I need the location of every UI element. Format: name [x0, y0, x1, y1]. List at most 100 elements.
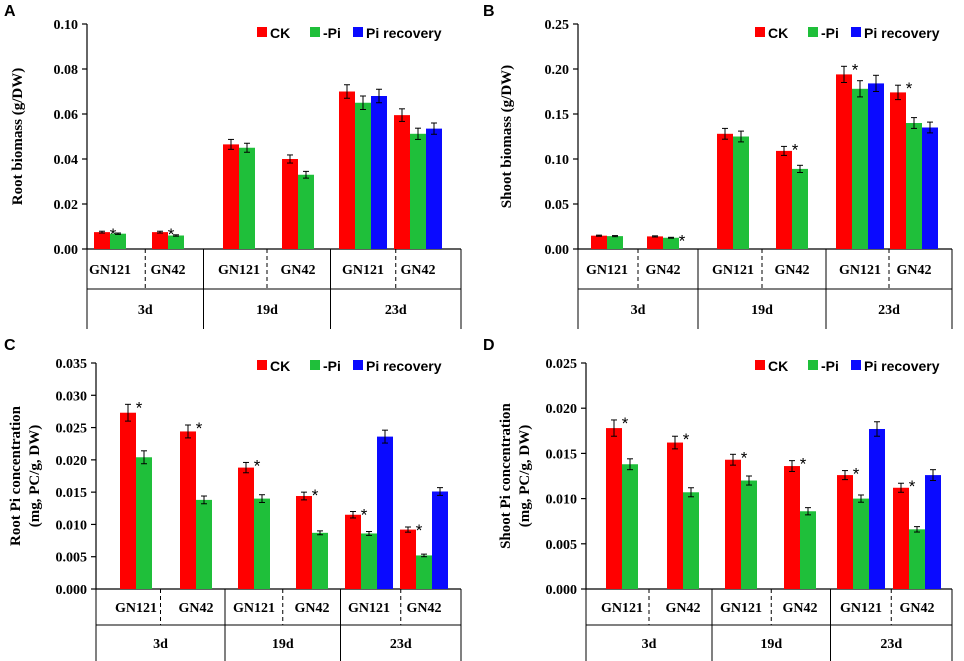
bar-pi	[909, 529, 925, 589]
cultivar-label: GN42	[281, 263, 316, 278]
y-tick-label: 0.000	[546, 583, 578, 598]
bar-pi-recovery	[922, 127, 938, 249]
y-tick-label: 0.030	[56, 389, 88, 404]
time-label: 3d	[138, 303, 153, 318]
cultivar-label: GN42	[900, 601, 935, 616]
time-label: 19d	[760, 637, 782, 652]
panel-letter: C	[4, 337, 16, 354]
cultivar-label: GN121	[348, 601, 390, 616]
bar-pi	[852, 88, 868, 249]
bar-ck	[282, 159, 298, 249]
bar-pi	[168, 235, 184, 249]
legend-label: Pi recovery	[864, 25, 940, 41]
bar-pi	[733, 136, 749, 249]
bar-pi	[298, 174, 314, 249]
significance-marker: *	[800, 455, 807, 474]
bar-ck	[667, 442, 683, 589]
legend-label: CK	[768, 358, 788, 374]
bar-ck	[725, 459, 741, 589]
bar-pi	[239, 147, 255, 249]
category-table: GN121 GN42 GN121 GN42 GN121 GN42 3d 19d 23d	[86, 248, 462, 329]
significance-marker: *	[909, 477, 916, 496]
time-label: 23d	[880, 637, 902, 652]
y-tick-label: 0.05	[545, 198, 570, 213]
significance-marker: *	[136, 398, 143, 417]
time-label: 19d	[256, 303, 278, 318]
time-label: 3d	[642, 637, 657, 652]
panel-letter: A	[4, 3, 16, 20]
legend-label: CK	[270, 25, 290, 41]
cultivar-label: GN121	[115, 601, 157, 616]
bar-ck	[152, 232, 168, 249]
y-axis-title: Shoot biomass (g/DW)	[499, 65, 515, 208]
y-axis-title: (mg, PC/g, DW)	[517, 425, 533, 527]
cultivar-label: GN121	[840, 601, 882, 616]
bar-pi-recovery	[377, 436, 393, 589]
legend-swatch	[851, 360, 861, 370]
y-tick-label: 0.06	[54, 108, 79, 123]
bar-ck	[836, 74, 852, 250]
significance-marker: *	[792, 140, 799, 159]
time-label: 3d	[153, 637, 168, 652]
bar-ck	[717, 133, 733, 249]
cultivar-label: GN42	[151, 263, 186, 278]
y-tick-label: 0.04	[54, 153, 79, 168]
cultivar-label: GN121	[342, 263, 384, 278]
cultivar-label: GN121	[720, 601, 762, 616]
bar-ck	[606, 428, 622, 589]
y-tick-label: 0.00	[545, 243, 570, 258]
bar-ck	[94, 232, 110, 249]
y-axis-title: Root biomass (g/DW)	[10, 68, 26, 206]
legend-swatch	[851, 27, 861, 37]
panel-d: D 0.000 0.005 0.010 0.015 0.020 0.025 Shoot Pi …	[483, 337, 953, 661]
bar-ck	[394, 115, 410, 249]
cultivar-label: GN42	[401, 263, 436, 278]
bar-pi	[254, 498, 270, 589]
legend-label: -Pi	[323, 358, 341, 374]
bar-pi-recovery	[371, 96, 387, 249]
bar-ck	[296, 496, 312, 589]
cultivar-label: GN42	[295, 601, 330, 616]
bar-pi	[663, 237, 679, 249]
y-axis-title: Root Pi concentration	[8, 405, 24, 546]
significance-marker: *	[852, 60, 859, 79]
bar-pi	[312, 532, 328, 589]
legend-swatch	[808, 27, 818, 37]
y-tick-label: 0.20	[545, 63, 570, 78]
legend-label: -Pi	[821, 358, 839, 374]
legend-label: CK	[768, 25, 788, 41]
time-label: 19d	[272, 637, 294, 652]
legend-swatch	[755, 27, 765, 37]
y-tick-label: 0.020	[546, 402, 578, 417]
bar-pi	[800, 511, 816, 589]
y-tick-label: 0.08	[54, 63, 79, 78]
legend-label: Pi recovery	[864, 358, 940, 374]
significance-marker: *	[679, 231, 686, 250]
y-tick-label: 0.000	[56, 583, 88, 598]
cultivar-label: GN121	[712, 263, 754, 278]
legend-swatch	[310, 27, 320, 37]
cultivar-label: GN42	[646, 263, 681, 278]
bar-pi	[136, 457, 152, 589]
bar-ck	[776, 150, 792, 249]
bar-ck	[837, 475, 853, 589]
bar-pi	[792, 168, 808, 249]
bar-pi-recovery	[426, 128, 442, 249]
y-tick-label: 0.025	[546, 357, 578, 372]
legend: CK -Pi Pi recovery	[257, 358, 442, 374]
cultivar-label: GN42	[783, 601, 818, 616]
category-table: GN121 GN42 GN121 GN42 GN121 GN42 3d 19d 23d	[95, 588, 462, 661]
significance-marker: *	[683, 430, 690, 449]
time-label: 23d	[878, 303, 900, 318]
y-tick-label: 0.15	[545, 108, 570, 123]
legend-label: Pi recovery	[366, 25, 442, 41]
time-label: 23d	[390, 637, 412, 652]
bar-pi-recovery	[432, 491, 448, 589]
significance-marker: *	[168, 225, 175, 244]
cultivar-label: GN42	[775, 263, 810, 278]
cultivar-label: GN121	[218, 263, 260, 278]
time-label: 19d	[751, 303, 773, 318]
bar-ck	[647, 236, 663, 249]
time-label: 3d	[631, 303, 646, 318]
